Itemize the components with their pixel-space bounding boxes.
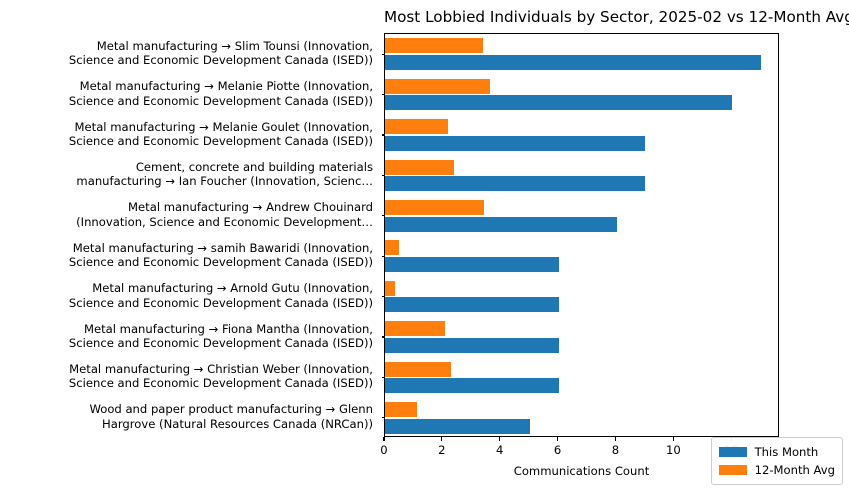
x-tick-mark xyxy=(383,437,385,441)
legend-color-swatch xyxy=(718,447,747,457)
legend-color-swatch xyxy=(718,465,747,475)
y-axis-tick-labels: Metal manufacturing → Slim Tounsi (Innov… xyxy=(0,33,379,437)
y-tick-mark xyxy=(381,255,385,257)
y-tick-mark xyxy=(381,134,385,136)
bar-group xyxy=(385,34,778,438)
y-tick-label: Metal manufacturing → Melanie Goulet (In… xyxy=(68,119,373,149)
bar-group xyxy=(385,34,778,438)
bar-this-month[interactable] xyxy=(385,257,559,272)
bar-12-month-avg[interactable] xyxy=(385,200,485,215)
legend-item[interactable]: 12-Month Avg xyxy=(718,461,835,479)
bar-12-month-avg[interactable] xyxy=(385,361,451,377)
bar-group xyxy=(385,34,778,438)
legend-label: This Month xyxy=(754,445,819,459)
y-tick-mark xyxy=(381,376,385,378)
bar-group xyxy=(385,34,778,438)
bar-this-month[interactable] xyxy=(385,95,733,111)
y-tick-mark xyxy=(381,336,385,338)
x-tick-mark xyxy=(499,437,501,441)
y-tick-mark xyxy=(381,174,385,176)
legend-label: 12-Month Avg xyxy=(754,463,835,477)
bar-12-month-avg[interactable] xyxy=(385,38,483,54)
x-tick-label: 2 xyxy=(438,443,446,457)
y-tick-label: Metal manufacturing → samih Bawaridi (In… xyxy=(68,240,373,270)
y-tick-mark xyxy=(381,417,385,419)
bar-12-month-avg[interactable] xyxy=(385,402,417,417)
bar-this-month[interactable] xyxy=(385,176,646,192)
bar-group xyxy=(385,34,778,438)
y-tick-label: Metal manufacturing → Arnold Gutu (Innov… xyxy=(68,281,373,310)
bar-group xyxy=(385,34,778,438)
y-tick-label: Metal manufacturing → Andrew Chouinard (… xyxy=(76,200,373,229)
chart-legend: This Month 12-Month Avg xyxy=(710,437,843,485)
legend-item[interactable]: This Month xyxy=(718,443,835,461)
bar-this-month[interactable] xyxy=(385,216,617,232)
x-tick-mark xyxy=(557,437,559,441)
bars-container xyxy=(381,34,778,438)
x-tick-label: 10 xyxy=(665,443,681,457)
bar-12-month-avg[interactable] xyxy=(385,321,446,337)
bar-group xyxy=(385,34,778,438)
bar-this-month[interactable] xyxy=(385,55,762,70)
bar-12-month-avg[interactable] xyxy=(385,78,490,94)
bar-group xyxy=(385,34,778,438)
bar-this-month[interactable] xyxy=(385,297,559,313)
bar-this-month[interactable] xyxy=(385,337,559,353)
bar-group xyxy=(385,34,778,438)
y-tick-label: Wood and paper product manufacturing → G… xyxy=(89,402,373,431)
y-tick-mark xyxy=(381,296,385,298)
y-tick-label: Metal manufacturing → Christian Weber (I… xyxy=(68,361,373,391)
bar-this-month[interactable] xyxy=(385,378,559,394)
x-axis-label: Communications Count xyxy=(513,464,650,478)
y-tick-mark xyxy=(381,94,385,96)
x-tick-label: 4 xyxy=(496,443,504,457)
chart-title: Most Lobbied Individuals by Sector, 2025… xyxy=(384,8,849,26)
y-tick-mark xyxy=(381,53,385,55)
y-tick-label: Cement, concrete and building materials … xyxy=(76,159,373,189)
y-tick-mark xyxy=(381,215,385,217)
bar-12-month-avg[interactable] xyxy=(385,159,454,175)
bar-this-month[interactable] xyxy=(385,135,646,151)
bar-12-month-avg[interactable] xyxy=(385,240,400,256)
x-tick-label: 8 xyxy=(611,443,620,457)
x-tick-mark xyxy=(614,437,617,441)
y-tick-label: Metal manufacturing → Fiona Mantha (Inno… xyxy=(68,321,373,351)
x-tick-mark xyxy=(672,437,674,441)
bar-group xyxy=(385,34,778,438)
y-tick-label: Metal manufacturing → Melanie Piotte (In… xyxy=(68,79,373,108)
plot-area xyxy=(381,33,779,438)
x-tick-mark xyxy=(441,437,443,441)
x-tick-label: 6 xyxy=(553,443,562,457)
x-tick-label: 0 xyxy=(380,443,388,457)
y-tick-label: Metal manufacturing → Slim Tounsi (Innov… xyxy=(68,38,373,68)
bar-this-month[interactable] xyxy=(385,418,530,434)
bar-12-month-avg[interactable] xyxy=(385,119,449,135)
bar-12-month-avg[interactable] xyxy=(385,280,395,296)
